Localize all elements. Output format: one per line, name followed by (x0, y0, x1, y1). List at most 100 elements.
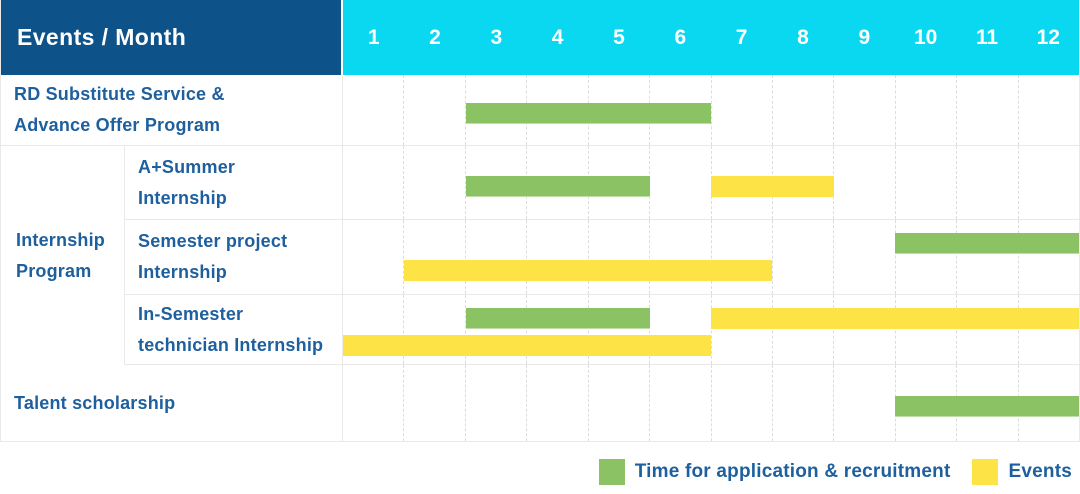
row-label-line: Internship (138, 187, 228, 208)
month-header-10: 10 (913, 25, 938, 49)
month-header-11: 11 (975, 25, 999, 49)
month-column-6 (649, 365, 710, 441)
month-column-2 (403, 365, 464, 441)
month-header-9: 9 (858, 25, 871, 49)
month-header-4: 4 (551, 25, 564, 49)
month-column-4 (526, 295, 587, 364)
month-header-12: 12 (1036, 25, 1060, 49)
month-column-12 (1017, 295, 1079, 364)
month-column-8 (771, 75, 833, 145)
month-column-10 (894, 220, 956, 294)
row-label-rd-substitute: RD Substitute Service & Advance Offer Pro… (1, 75, 343, 145)
month-column-4 (526, 365, 587, 441)
month-column-9 (833, 295, 894, 364)
row-label-line: Internship (16, 229, 106, 250)
row-label-line: Program (16, 260, 92, 281)
table-row-talent-scholarship: Talent scholarship (1, 365, 1079, 442)
month-column-2 (403, 75, 464, 145)
month-column-3 (464, 295, 526, 364)
month-column-7 (710, 220, 772, 294)
month-column-11 (956, 146, 1017, 219)
month-column-2 (403, 220, 464, 294)
month-column-8 (771, 365, 833, 441)
month-header-3: 3 (490, 25, 503, 49)
month-header-strip: 1 2 3 4 5 6 7 8 9 10 11 12 (343, 0, 1079, 75)
month-column-4 (526, 220, 587, 294)
month-header-6: 6 (674, 25, 687, 49)
month-column-3 (464, 146, 526, 219)
month-column-7 (710, 365, 772, 441)
month-column-6 (649, 220, 710, 294)
row-label-semester-project-internship: Semester project Internship (125, 220, 343, 294)
legend-item-green: Time for application & recruitment (598, 459, 951, 485)
month-column-10 (894, 295, 956, 364)
month-column-11 (956, 295, 1017, 364)
month-column-8 (771, 220, 833, 294)
row-group-internship-program: Internship Program A+Summer Internship Semes… (1, 146, 1079, 365)
row-label-in-semester-technician-internship: In-Semester technician Internship (125, 295, 343, 364)
table-row-a-plus-summer-internship: A+Summer Internship (125, 146, 1079, 220)
table-header-row: Events / Month 1 2 3 4 5 6 7 8 9 10 11 12 (1, 0, 1079, 75)
events-month-header-cell: Events / Month (1, 0, 343, 75)
gantt-bar-yellow (711, 308, 1079, 329)
group-subrows: A+Summer Internship Semester project Intern… (125, 146, 1079, 365)
row-label-line: technician Internship (138, 334, 324, 355)
month-column-7 (710, 75, 772, 145)
month-column-6 (649, 146, 710, 219)
month-header-7: 7 (735, 25, 748, 49)
gantt-bar-yellow (343, 335, 711, 356)
month-column-3 (464, 365, 526, 441)
month-column-1 (343, 146, 403, 219)
month-grid (343, 295, 1079, 364)
legend-swatch-green (598, 459, 625, 485)
month-column-12 (1017, 220, 1079, 294)
gantt-bar-green (465, 175, 650, 197)
month-grid (343, 220, 1079, 294)
month-column-7 (710, 295, 772, 364)
month-column-2 (403, 295, 464, 364)
row-label-line: Internship (138, 262, 228, 282)
month-column-12 (1017, 146, 1079, 219)
legend-label-green: Time for application & recruitment (634, 461, 951, 482)
month-column-2 (403, 146, 464, 219)
row-label-line: In-Semester (138, 303, 244, 324)
legend: Time for application & recruitment Events (0, 459, 1080, 485)
month-column-5 (587, 220, 649, 294)
month-column-3 (464, 220, 526, 294)
month-column-3 (464, 75, 526, 145)
gantt-bar-green (895, 233, 1079, 254)
gantt-bar-yellow (404, 260, 773, 281)
month-column-8 (771, 295, 833, 364)
month-column-5 (587, 365, 649, 441)
row-label-talent-scholarship: Talent scholarship (1, 365, 343, 441)
row-label-line: A+Summer (138, 156, 236, 177)
table-row-semester-project-internship: Semester project Internship (125, 220, 1079, 295)
month-column-9 (833, 75, 894, 145)
legend-item-yellow: Events (972, 459, 1072, 485)
month-column-5 (587, 295, 649, 364)
month-header-2: 2 (429, 25, 441, 49)
month-header-5: 5 (613, 25, 625, 49)
gantt-bar-green (465, 308, 650, 329)
gantt-bar-yellow (711, 175, 834, 197)
month-column-9 (833, 365, 894, 441)
table-row-rd-substitute: RD Substitute Service & Advance Offer Pro… (1, 75, 1079, 146)
month-header-1: 1 (367, 25, 380, 49)
gantt-bar-green (465, 103, 711, 124)
row-label-line: Advance Offer Program (14, 115, 221, 135)
month-column-6 (649, 295, 710, 364)
month-column-1 (343, 75, 403, 145)
month-column-12 (1017, 75, 1079, 145)
row-label-internship-program: Internship Program (1, 146, 125, 365)
month-header-8: 8 (797, 25, 809, 49)
month-column-1 (343, 365, 403, 441)
row-label-line: RD Substitute Service & (14, 84, 225, 104)
month-column-9 (833, 220, 894, 294)
row-label-a-plus-summer-internship: A+Summer Internship (125, 146, 343, 219)
row-label-line: Semester project (138, 231, 288, 251)
month-grid (343, 365, 1079, 441)
month-column-10 (894, 75, 956, 145)
month-column-11 (956, 220, 1017, 294)
month-column-9 (833, 146, 894, 219)
